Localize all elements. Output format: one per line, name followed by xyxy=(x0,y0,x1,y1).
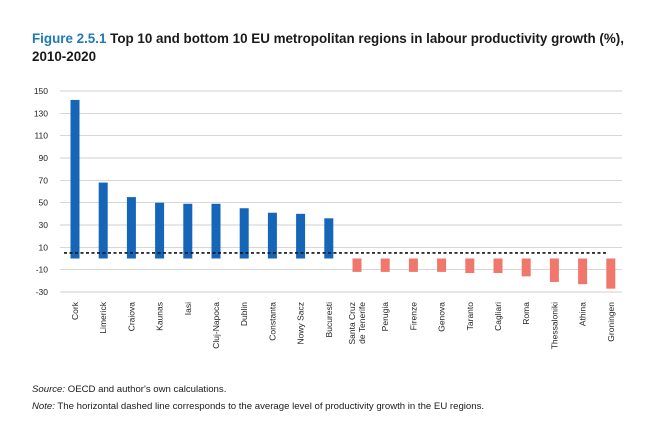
bar-santa-cruz-de-tenerife xyxy=(352,258,362,272)
bar-constanta xyxy=(267,212,277,259)
bar-genova xyxy=(437,258,447,272)
category-label: Roma xyxy=(521,302,531,325)
bar-perugia xyxy=(380,258,390,272)
note-text: The horizontal dashed line corresponds t… xyxy=(54,401,485,412)
category-label: Craiova xyxy=(126,302,136,332)
bar-cork xyxy=(70,99,80,259)
category-label: Cluj-Napoca xyxy=(211,302,221,349)
bar-cagliari xyxy=(493,258,503,274)
y-tick-label: -10 xyxy=(36,265,49,275)
category-label: Genova xyxy=(437,302,447,332)
bar-thessaloniki xyxy=(549,258,559,282)
category-label: Thessaloniki xyxy=(549,302,559,349)
bar-athina xyxy=(578,258,588,285)
y-tick-label: 50 xyxy=(39,198,49,208)
source-text: OECD and author's own calculations. xyxy=(65,384,227,395)
category-label: Athina xyxy=(578,302,588,326)
bar-iasi xyxy=(183,203,193,259)
category-label: Firenze xyxy=(408,302,418,331)
figure-title: Top 10 and bottom 10 EU metropolitan reg… xyxy=(32,31,624,64)
source-label: Source: xyxy=(32,384,66,395)
category-label: Constanta xyxy=(267,302,277,341)
category-label: Perugia xyxy=(380,302,390,332)
y-tick-label: 70 xyxy=(39,175,49,185)
category-label: Bucuresti xyxy=(324,302,334,338)
bar-taranto xyxy=(465,258,475,274)
bar-nowy-sacz xyxy=(296,213,306,259)
category-label: Groningen xyxy=(606,302,616,342)
category-label: Taranto xyxy=(465,302,475,331)
y-tick-label: 130 xyxy=(34,108,48,118)
footnotes: Source: OECD and author's own calculatio… xyxy=(32,381,642,415)
category-label: Cork xyxy=(70,301,80,320)
y-tick-label: 110 xyxy=(34,131,48,141)
bar-groningen xyxy=(606,258,616,289)
bar-roma xyxy=(521,258,531,277)
category-label: Santa Cruz xyxy=(347,302,357,345)
bar-dublin xyxy=(239,208,249,259)
note-label: Note: xyxy=(32,401,55,412)
y-tick-label: 150 xyxy=(34,86,48,96)
bar-firenze xyxy=(408,258,418,272)
category-label: Kaunas xyxy=(155,302,165,331)
category-label: Nowy Sacz xyxy=(296,302,306,345)
bar-cluj-napoca xyxy=(211,203,221,259)
chart-title: Figure 2.5.1 Top 10 and bottom 10 EU met… xyxy=(32,30,632,66)
category-label: Iasi xyxy=(183,302,193,315)
y-tick-label: -30 xyxy=(36,287,49,297)
y-tick-label: 90 xyxy=(39,153,49,163)
category-label: Dublin xyxy=(239,302,249,326)
figure-label: Figure 2.5.1 xyxy=(32,31,107,46)
bar-limerick xyxy=(98,182,108,259)
bar-craiova xyxy=(126,197,136,259)
category-label: Limerick xyxy=(98,301,108,333)
category-label: de Tenerife xyxy=(357,302,367,344)
y-tick-label: 30 xyxy=(39,220,49,230)
y-tick-label: 10 xyxy=(39,242,49,252)
source-note: Source: OECD and author's own calculatio… xyxy=(32,381,642,398)
bar-bucuresti xyxy=(324,218,334,259)
category-label: Cagliari xyxy=(493,302,503,331)
bar-kaunas xyxy=(155,202,165,259)
note: Note: The horizontal dashed line corresp… xyxy=(32,398,642,415)
